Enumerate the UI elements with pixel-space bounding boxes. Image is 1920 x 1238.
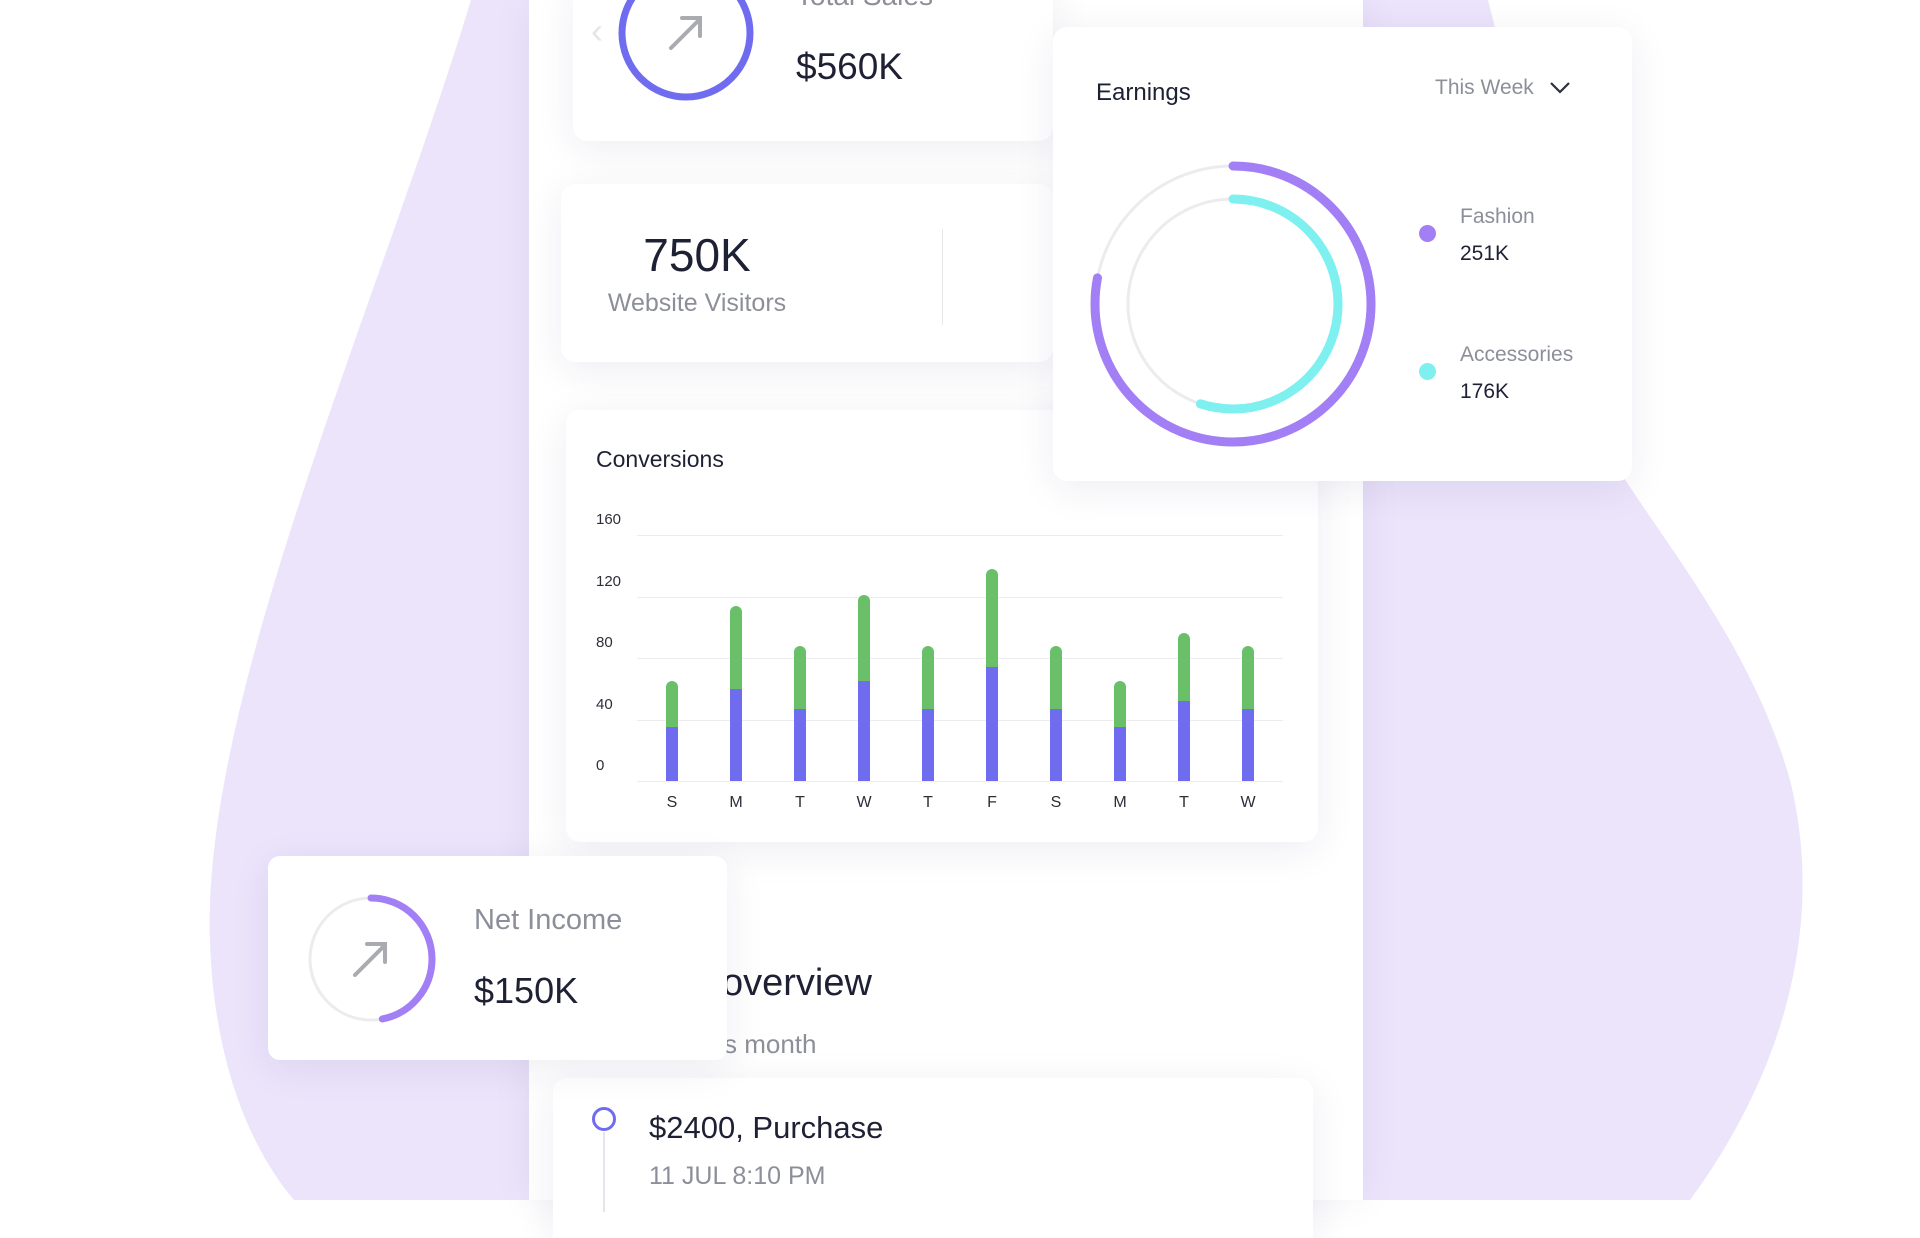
earnings-title: Earnings [1096, 79, 1191, 106]
chevron-left-icon[interactable]: ‹ [591, 10, 603, 51]
total-sales-card: ‹ Total Sales $560K [573, 0, 1053, 141]
earnings-card: Earnings This Week Fashion 251K Accessor… [1053, 27, 1632, 481]
arrow-up-right-icon [669, 16, 702, 50]
conversions-card: Conversions [566, 410, 1318, 842]
timeline-dot-icon [592, 1107, 616, 1131]
timeline-line [603, 1132, 605, 1212]
net-income-ring [306, 894, 436, 1024]
overview-title: overview [722, 962, 872, 1004]
timeline-item-time: 11 JUL 8:10 PM [649, 1162, 826, 1190]
legend-dot [1419, 363, 1436, 380]
net-income-progress [306, 894, 436, 1024]
legend-dot [1419, 225, 1436, 242]
net-income-value: $150K [474, 970, 579, 1011]
period-dropdown[interactable]: This Week [1435, 76, 1572, 100]
arrow-up-right-icon [353, 942, 387, 977]
overview-subtitle: s month [724, 1029, 817, 1059]
chevron-down-icon [1550, 82, 1570, 94]
legend-value: 176K [1460, 380, 1510, 403]
legend-label: Fashion [1460, 205, 1535, 228]
fashion-ring [1090, 161, 1376, 447]
total-sales-ring [618, 0, 754, 101]
timeline-item-title[interactable]: $2400, Purchase [649, 1110, 884, 1145]
earnings-rings [1090, 161, 1376, 447]
net-income-card: Net Income $150K [268, 856, 727, 1060]
visitors-label: Website Visitors [607, 289, 787, 317]
divider [942, 229, 943, 325]
visitors-value: 750K [643, 229, 751, 281]
conversions-title: Conversions [596, 446, 724, 472]
period-value: This Week [1435, 76, 1534, 99]
legend-value: 251K [1460, 242, 1510, 265]
total-sales-value: $560K [796, 46, 903, 87]
accessories-ring [1123, 194, 1343, 414]
net-income-label: Net Income [474, 904, 623, 936]
ring-progress [618, 0, 754, 101]
legend-label: Accessories [1460, 343, 1574, 366]
total-sales-label: Total Sales [796, 0, 933, 12]
visitors-card: 750K Website Visitors [561, 184, 1053, 362]
timeline-card: $2400, Purchase 11 JUL 8:10 PM [553, 1078, 1313, 1238]
